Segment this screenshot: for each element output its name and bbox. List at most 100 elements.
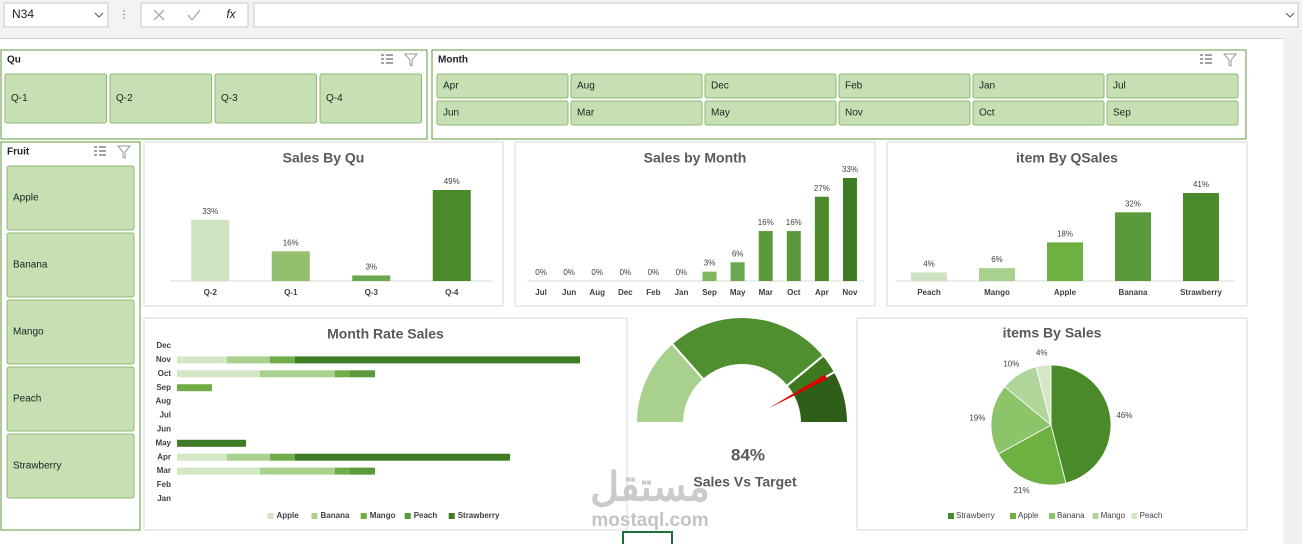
multi-select-icon[interactable] [381, 54, 393, 64]
legend-label: Peach [414, 511, 438, 520]
legend-swatch [1131, 513, 1138, 519]
chart-title: items By Sales [1003, 325, 1102, 341]
slicer-button-label: Dec [711, 81, 729, 92]
slicer-button-label: Q-1 [11, 93, 28, 104]
slicer-button[interactable] [838, 73, 971, 99]
slicer-button[interactable] [704, 73, 837, 99]
y-tick-label: Apr [157, 452, 171, 461]
enter-icon[interactable] [187, 9, 201, 22]
slicer-button[interactable] [972, 100, 1105, 126]
slicer-button[interactable] [6, 366, 135, 432]
data-label: 19% [969, 413, 985, 422]
gauge-band [670, 316, 826, 388]
bar-segment [227, 356, 270, 364]
legend-label: Banana [1057, 511, 1085, 520]
cancel-icon[interactable] [153, 9, 165, 21]
multi-select-icon[interactable] [94, 146, 106, 156]
bar-segment [227, 453, 270, 461]
data-label: 0% [591, 268, 603, 277]
slicer-button[interactable] [436, 100, 569, 126]
x-tick-label: Aug [589, 288, 605, 297]
slicer-button[interactable] [436, 73, 569, 99]
slicer-button[interactable] [1106, 100, 1239, 126]
slicer-button-label: Jan [979, 81, 995, 92]
bar [352, 275, 391, 281]
bar [432, 190, 471, 281]
bar [814, 196, 829, 281]
x-tick-label: Feb [646, 288, 660, 297]
x-tick-label: Q-1 [284, 288, 298, 297]
slicer-button[interactable] [214, 73, 317, 124]
y-tick-label: Jan [157, 494, 171, 503]
clear-filter-icon[interactable] [403, 53, 419, 67]
name-box-text: N34 [12, 7, 34, 21]
slicer-button-label: Jun [443, 108, 459, 119]
clear-filter-icon[interactable] [116, 145, 132, 159]
slicer-button[interactable] [972, 73, 1105, 99]
bar-segment [270, 356, 295, 364]
slicer-button[interactable] [319, 73, 422, 124]
watermark-latin: mostaql.com [591, 510, 708, 531]
gauge-title: Sales Vs Target [693, 474, 797, 490]
x-tick-label: Sep [702, 288, 717, 297]
expand-arrow[interactable] [1285, 12, 1295, 18]
watermark-arabic: مستقل [590, 466, 710, 510]
bar [842, 178, 857, 281]
slicer-button[interactable] [704, 100, 837, 126]
slicer-button[interactable] [6, 232, 135, 298]
slicer-button[interactable] [6, 165, 135, 231]
bar [911, 272, 947, 281]
bar-segment [177, 439, 246, 447]
gauge-band [791, 370, 850, 424]
x-tick-label: Mar [759, 288, 773, 297]
legend-label: Mango [370, 511, 396, 520]
x-tick-label: Oct [787, 288, 801, 297]
data-label: 0% [620, 268, 632, 277]
data-label: 49% [444, 177, 460, 186]
slicer-button[interactable] [4, 73, 107, 124]
data-label: 0% [648, 268, 660, 277]
data-label: 16% [283, 238, 299, 247]
slicer-button-label: Q-3 [221, 93, 238, 104]
slicer-button-label: Apple [13, 193, 39, 204]
dropdown-arrow[interactable] [94, 12, 104, 18]
x-tick-label: Q-3 [365, 288, 379, 297]
slicer-button-label: Mar [577, 108, 595, 119]
slicer-button-label: Mango [13, 327, 44, 338]
formula-input[interactable] [253, 2, 1299, 28]
bar-segment [335, 467, 350, 475]
data-label: 6% [732, 249, 744, 258]
chart-title: Sales By Qu [283, 150, 365, 166]
slicer-button[interactable] [1106, 73, 1239, 99]
clear-filter-icon[interactable] [1222, 53, 1238, 67]
slicer-button-label: May [711, 108, 730, 119]
bar [702, 271, 717, 281]
menu-dots[interactable]: ⋮ [119, 10, 129, 21]
slicer-button[interactable] [570, 100, 703, 126]
legend-swatch [1092, 513, 1099, 519]
scrollbar[interactable] [1283, 38, 1302, 544]
slicer-button[interactable] [570, 73, 703, 99]
slicer-button[interactable] [838, 100, 971, 126]
bar-segment [260, 370, 335, 378]
legend-swatch [360, 513, 367, 519]
legend-label: Apple [277, 511, 300, 520]
chart-panel [143, 317, 628, 531]
slicer-button[interactable] [6, 433, 135, 499]
slicer-button[interactable] [6, 299, 135, 365]
gauge-value: 84% [731, 445, 765, 464]
y-tick-label: Jun [157, 425, 171, 434]
x-tick-label: Strawberry [1180, 288, 1222, 297]
data-label: 4% [1036, 349, 1048, 358]
bar-segment [177, 384, 212, 392]
x-tick-label: Jun [562, 288, 576, 297]
pie-slice [1035, 364, 1052, 426]
legend-swatch [267, 513, 274, 519]
slicer-button[interactable] [109, 73, 212, 124]
fx-icon[interactable]: fx [226, 7, 236, 21]
x-tick-label: Apr [815, 288, 829, 297]
name-box[interactable] [3, 2, 109, 28]
multi-select-icon[interactable] [1200, 54, 1212, 64]
data-label: 33% [202, 207, 218, 216]
